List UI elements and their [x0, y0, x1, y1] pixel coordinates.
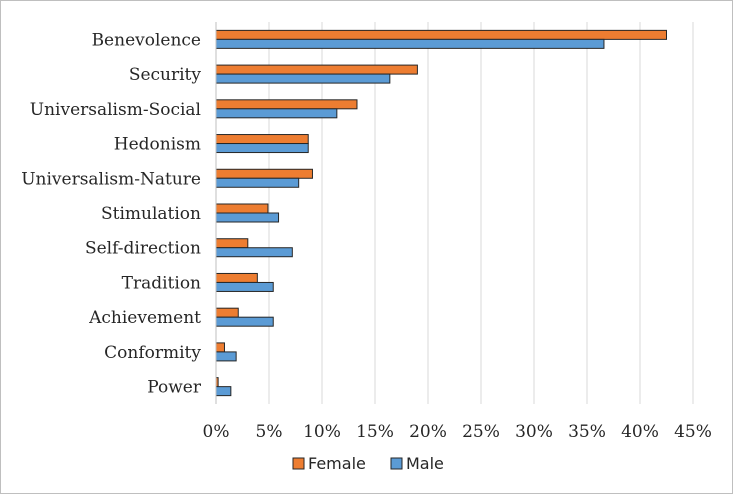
bar-male-security — [215, 73, 391, 84]
bar-male-universalism-nature — [215, 177, 300, 188]
bar-male-benevolence — [215, 38, 605, 49]
x-tick-label: 20% — [409, 422, 447, 442]
x-tick-label: 5% — [256, 422, 283, 442]
bar-female-universalism-nature — [215, 168, 313, 179]
category-label-benevolence: Benevolence — [92, 30, 201, 50]
bar-male-power — [215, 386, 232, 397]
bar-female-hedonism — [215, 134, 309, 145]
x-tick-label: 10% — [303, 422, 341, 442]
bar-male-achievement — [215, 316, 274, 327]
bar-female-conformity — [215, 342, 225, 353]
legend: Female Male — [292, 454, 444, 473]
category-label-universalism-nature: Universalism-Nature — [21, 169, 201, 189]
category-labels: Benevolence Security Universalism-Social He… — [21, 30, 202, 397]
category-label-power: Power — [147, 378, 202, 398]
bar-female-self-direction — [215, 238, 249, 249]
bar-male-conformity — [215, 351, 237, 362]
bar-female-tradition — [215, 272, 258, 283]
bar-male-stimulation — [215, 212, 280, 223]
x-tick-label: 30% — [515, 422, 553, 442]
x-tick-label: 45% — [674, 422, 712, 442]
legend-swatch-female — [292, 457, 305, 470]
bar-male-hedonism — [215, 143, 309, 154]
bar-female-universalism-social — [215, 99, 358, 110]
category-label-conformity: Conformity — [104, 343, 201, 363]
x-tick-label: 0% — [203, 422, 230, 442]
bar-female-security — [215, 64, 418, 75]
category-label-self-direction: Self-direction — [85, 239, 201, 259]
legend-label-female: Female — [308, 454, 366, 473]
category-label-achievement: Achievement — [88, 308, 201, 328]
category-label-tradition: Tradition — [122, 273, 201, 293]
x-tick-labels: 0% 5% 10% 15% 20% 25% 30% 35% 40% 45% — [203, 422, 712, 442]
x-tick-label: 35% — [568, 422, 606, 442]
category-label-universalism-social: Universalism-Social — [30, 100, 201, 120]
category-label-security: Security — [129, 65, 202, 85]
bar-male-self-direction — [215, 247, 293, 258]
bars — [215, 29, 667, 397]
bar-male-universalism-social — [215, 108, 338, 119]
bar-female-achievement — [215, 307, 239, 318]
x-tick-label: 40% — [621, 422, 659, 442]
category-label-stimulation: Stimulation — [101, 204, 201, 224]
category-label-hedonism: Hedonism — [114, 135, 201, 155]
x-tick-label: 15% — [356, 422, 394, 442]
bar-female-stimulation — [215, 203, 269, 214]
gridlines — [268, 22, 694, 404]
bar-female-benevolence — [215, 29, 667, 40]
x-tick-label: 25% — [462, 422, 500, 442]
legend-label-male: Male — [406, 454, 444, 473]
legend-swatch-male — [390, 457, 403, 470]
bar-male-tradition — [215, 281, 274, 292]
